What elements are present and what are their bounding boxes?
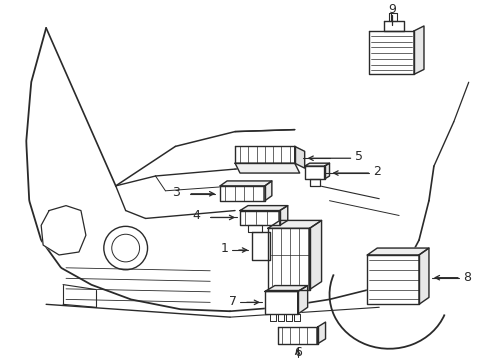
Polygon shape [366, 248, 428, 255]
Text: 9: 9 [387, 3, 395, 16]
Polygon shape [247, 225, 262, 232]
Text: 6: 6 [293, 346, 301, 359]
Polygon shape [388, 13, 396, 21]
Polygon shape [294, 147, 304, 168]
Polygon shape [41, 206, 86, 255]
Polygon shape [220, 181, 271, 186]
Polygon shape [267, 220, 321, 228]
Polygon shape [277, 314, 283, 321]
Text: 3: 3 [172, 186, 180, 199]
Polygon shape [418, 248, 428, 304]
Polygon shape [297, 285, 307, 314]
Text: 5: 5 [355, 150, 363, 163]
Polygon shape [304, 163, 329, 166]
Polygon shape [235, 147, 294, 163]
Polygon shape [264, 292, 297, 314]
Polygon shape [285, 314, 291, 321]
Polygon shape [267, 228, 309, 289]
Polygon shape [264, 181, 271, 201]
Polygon shape [240, 211, 279, 225]
Text: 4: 4 [192, 209, 200, 222]
Polygon shape [251, 232, 269, 260]
Polygon shape [413, 26, 423, 74]
Polygon shape [240, 206, 287, 211]
Polygon shape [309, 179, 319, 186]
Text: 8: 8 [462, 271, 470, 284]
Polygon shape [368, 31, 413, 74]
Polygon shape [384, 21, 403, 31]
Polygon shape [324, 163, 329, 179]
Polygon shape [293, 314, 299, 321]
Polygon shape [264, 285, 307, 292]
Text: 7: 7 [228, 295, 237, 308]
Polygon shape [269, 314, 275, 321]
Polygon shape [277, 327, 317, 344]
Text: 1: 1 [220, 242, 227, 255]
Polygon shape [279, 206, 287, 225]
Text: 2: 2 [372, 165, 380, 177]
Polygon shape [309, 220, 321, 289]
Polygon shape [317, 322, 325, 344]
Polygon shape [235, 163, 299, 173]
Polygon shape [220, 186, 264, 201]
Polygon shape [366, 255, 418, 304]
Polygon shape [304, 166, 324, 179]
